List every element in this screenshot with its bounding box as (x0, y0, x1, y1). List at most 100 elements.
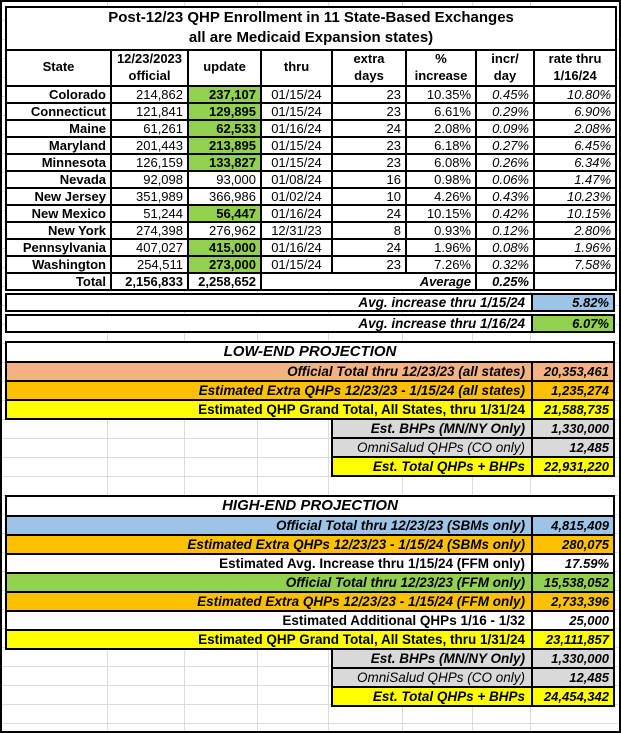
cell-thru[interactable]: 01/15/24 (260, 101, 333, 121)
low-end-omnisalud-value[interactable]: 12,485 (531, 436, 615, 458)
high-end-total-qhps-bhps-value[interactable]: 24,454,342 (531, 685, 615, 707)
high-end-extra-qhps-sbm-value[interactable]: 280,075 (531, 533, 615, 555)
cell-incr-day[interactable]: 0.43% (475, 186, 535, 206)
cell-official[interactable]: 274,398 (110, 220, 189, 240)
low-end-section-title[interactable]: LOW-END PROJECTION (5, 340, 615, 363)
cell-update[interactable]: 237,107 (187, 84, 262, 104)
col-header-state[interactable]: State (5, 48, 112, 87)
cell-average-label[interactable]: Average (260, 271, 477, 291)
cell-extra-days[interactable]: 24 (331, 237, 407, 257)
cell-update[interactable]: 133,827 (187, 152, 262, 172)
cell-rate-thru[interactable]: 2.80% (532, 220, 618, 240)
low-end-grand-total-value[interactable]: 21,588,735 (531, 398, 615, 420)
col-header-rate-thru[interactable]: rate thru 1/16/24 (532, 48, 618, 87)
cell-incr-day[interactable]: 0.32% (475, 254, 535, 274)
cell-official[interactable]: 407,027 (110, 237, 189, 257)
cell-official[interactable]: 51,244 (110, 203, 189, 223)
cell-pct-increase[interactable]: 2.08% (405, 118, 477, 138)
cell-official[interactable]: 254,511 (110, 254, 189, 274)
col-header-extra-days[interactable]: extra days (331, 48, 407, 87)
low-end-official-total-label[interactable]: Official Total thru 12/23/23 (all states… (5, 360, 533, 382)
cell-pct-increase[interactable]: 4.26% (405, 186, 477, 206)
cell-official[interactable]: 61,261 (110, 118, 189, 138)
cell-pct-increase[interactable]: 0.98% (405, 169, 477, 189)
low-end-extra-qhps-label[interactable]: Estimated Extra QHPs 12/23/23 - 1/15/24 … (5, 379, 533, 401)
low-end-total-qhps-bhps-label[interactable]: Est. Total QHPs + BHPs (331, 455, 533, 477)
cell-thru[interactable]: 01/15/24 (260, 135, 333, 155)
cell-rate-thru[interactable]: 6.45% (532, 135, 618, 155)
high-end-grand-total-value[interactable]: 23,111,857 (531, 628, 615, 650)
cell-incr-day[interactable]: 0.06% (475, 169, 535, 189)
cell-thru[interactable]: 01/08/24 (260, 169, 333, 189)
cell-thru[interactable]: 01/15/24 (260, 152, 333, 172)
cell-state[interactable]: Pennsylvania (5, 237, 112, 257)
cell-total-official[interactable]: 2,156,833 (110, 271, 189, 291)
cell-state[interactable]: Nevada (5, 169, 112, 189)
avg-increase-1-16-label[interactable]: Avg. increase thru 1/16/24 (5, 313, 533, 333)
cell-state[interactable]: New Jersey (5, 186, 112, 206)
high-end-extra-qhps-sbm-label[interactable]: Estimated Extra QHPs 12/23/23 - 1/15/24 … (5, 533, 533, 555)
cell-state[interactable]: New Mexico (5, 203, 112, 223)
cell-thru[interactable]: 01/16/24 (260, 237, 333, 257)
cell-update[interactable]: 415,000 (187, 237, 262, 257)
cell-rate-thru[interactable]: 10.80% (532, 84, 618, 104)
cell-pct-increase[interactable]: 7.26% (405, 254, 477, 274)
cell-average-value[interactable]: 0.25% (475, 271, 535, 291)
cell-extra-days[interactable]: 23 (331, 84, 407, 104)
cell-extra-days[interactable]: 23 (331, 254, 407, 274)
col-header-thru[interactable]: thru (260, 48, 333, 87)
cell-thru[interactable]: 01/02/24 (260, 186, 333, 206)
cell-state[interactable]: Minnesota (5, 152, 112, 172)
high-end-section-title[interactable]: HIGH-END PROJECTION (5, 494, 615, 517)
cell-extra-days[interactable]: 23 (331, 101, 407, 121)
cell-thru[interactable]: 01/15/24 (260, 84, 333, 104)
cell-state[interactable]: Connecticut (5, 101, 112, 121)
high-end-bhps-label[interactable]: Est. BHPs (MN/NY Only) (331, 647, 533, 669)
cell-extra-days[interactable]: 10 (331, 186, 407, 206)
cell-update[interactable]: 62,533 (187, 118, 262, 138)
cell-pct-increase[interactable]: 0.93% (405, 220, 477, 240)
cell-extra-days[interactable]: 24 (331, 203, 407, 223)
cell-incr-day[interactable]: 0.09% (475, 118, 535, 138)
cell-state[interactable]: Maine (5, 118, 112, 138)
high-end-extra-qhps-ffm-value[interactable]: 2,733,396 (531, 590, 615, 612)
cell-extra-days[interactable]: 8 (331, 220, 407, 240)
high-end-official-total-sbm-value[interactable]: 4,815,409 (531, 514, 615, 536)
col-header-incr-day[interactable]: incr/day (475, 48, 535, 87)
high-end-additional-qhps-value[interactable]: 25,000 (531, 609, 615, 631)
cell-thru[interactable]: 01/16/24 (260, 118, 333, 138)
high-end-omnisalud-label[interactable]: OmniSalud QHPs (CO only) (331, 666, 533, 688)
high-end-bhps-value[interactable]: 1,330,000 (531, 647, 615, 669)
cell-update[interactable]: 213,895 (187, 135, 262, 155)
avg-increase-1-16-value[interactable]: 6.07% (531, 313, 615, 333)
cell-rate-thru[interactable]: 10.15% (532, 203, 618, 223)
cell-thru[interactable]: 01/16/24 (260, 203, 333, 223)
high-end-additional-qhps-label[interactable]: Estimated Additional QHPs 1/16 - 1/32 (5, 609, 533, 631)
cell-official[interactable]: 92,098 (110, 169, 189, 189)
cell-official[interactable]: 201,443 (110, 135, 189, 155)
low-end-total-qhps-bhps-value[interactable]: 22,931,220 (531, 455, 615, 477)
cell-rate-thru[interactable]: 1.96% (532, 237, 618, 257)
cell-extra-days[interactable]: 16 (331, 169, 407, 189)
cell-empty[interactable] (532, 271, 618, 291)
cell-official[interactable]: 351,989 (110, 186, 189, 206)
cell-update[interactable]: 276,962 (187, 220, 262, 240)
low-end-omnisalud-label[interactable]: OmniSalud QHPs (CO only) (331, 436, 533, 458)
cell-state[interactable]: Washington (5, 254, 112, 274)
cell-rate-thru[interactable]: 2.08% (532, 118, 618, 138)
cell-incr-day[interactable]: 0.08% (475, 237, 535, 257)
cell-update[interactable]: 93,000 (187, 169, 262, 189)
low-end-grand-total-label[interactable]: Estimated QHP Grand Total, All States, t… (5, 398, 533, 420)
cell-extra-days[interactable]: 24 (331, 118, 407, 138)
cell-update[interactable]: 129,895 (187, 101, 262, 121)
col-header-pct-increase[interactable]: % increase (405, 48, 477, 87)
low-end-extra-qhps-value[interactable]: 1,235,274 (531, 379, 615, 401)
avg-increase-1-15-label[interactable]: Avg. increase thru 1/15/24 (5, 292, 533, 312)
high-end-omnisalud-value[interactable]: 12,485 (531, 666, 615, 688)
cell-extra-days[interactable]: 23 (331, 135, 407, 155)
col-header-official[interactable]: 12/23/2023 official (110, 48, 189, 87)
low-end-bhps-label[interactable]: Est. BHPs (MN/NY Only) (331, 417, 533, 439)
cell-official[interactable]: 121,841 (110, 101, 189, 121)
low-end-bhps-value[interactable]: 1,330,000 (531, 417, 615, 439)
cell-rate-thru[interactable]: 7.58% (532, 254, 618, 274)
